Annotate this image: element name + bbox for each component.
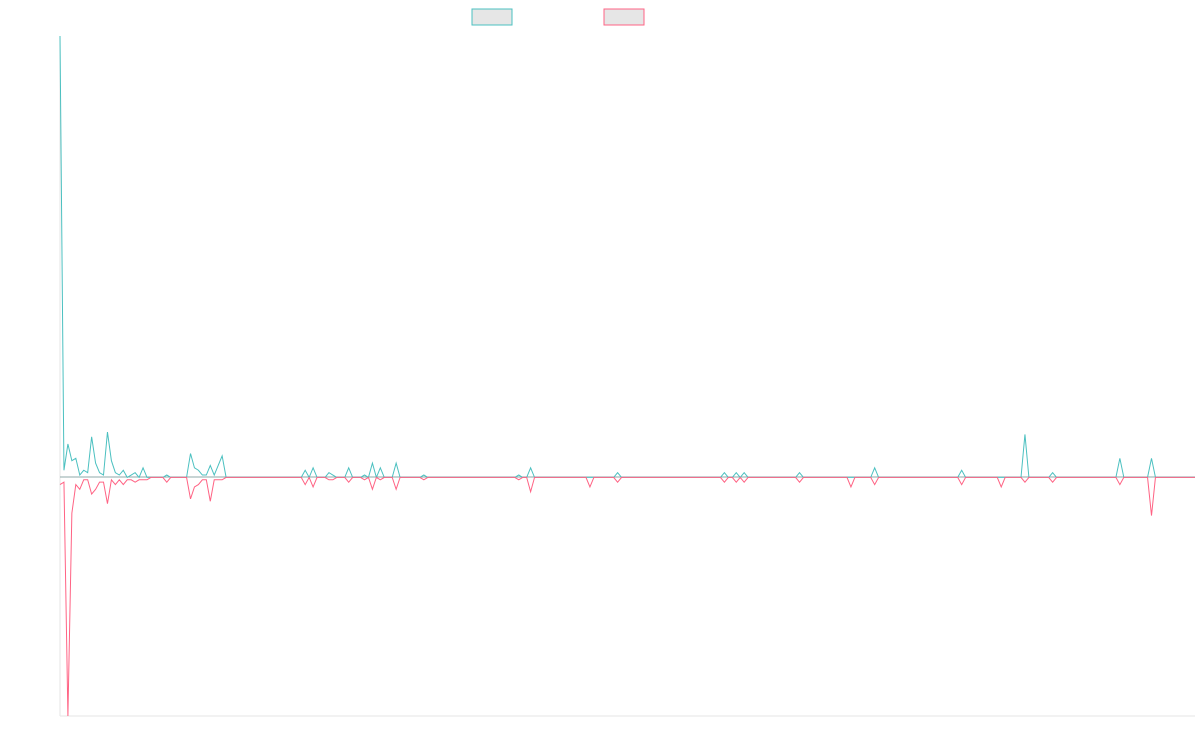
series-layer (59, 35, 1195, 717)
series-2-line (59, 476, 1195, 717)
legend-swatch-series-1[interactable] (471, 8, 513, 26)
series-1-line (59, 35, 1195, 479)
chart-legend (471, 8, 645, 26)
legend-swatch-series-2[interactable] (603, 8, 645, 26)
